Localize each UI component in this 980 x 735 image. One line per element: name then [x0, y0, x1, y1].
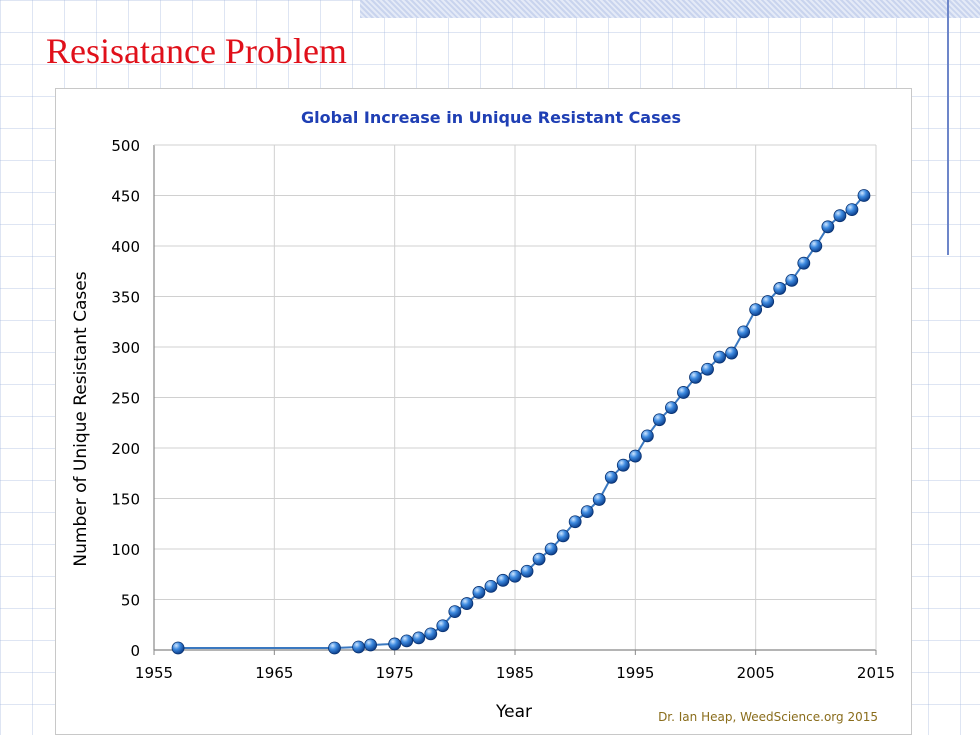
data-point: [568, 515, 582, 529]
y-tick-label: 250: [111, 390, 140, 408]
data-point: [821, 220, 835, 234]
y-axis-title: Number of Unique Resistant Cases: [71, 271, 91, 566]
data-point: [749, 303, 763, 317]
x-tick-label: 2015: [857, 664, 895, 682]
decorative-header-band: [360, 0, 980, 18]
data-point: [460, 597, 474, 610]
source-annotation: Dr. Ian Heap, WeedScience.org 2015: [658, 710, 878, 724]
data-point: [665, 401, 678, 415]
data-point: [677, 386, 690, 399]
data-point: [628, 449, 642, 463]
data-point: [713, 350, 726, 364]
data-point: [532, 552, 546, 566]
data-point: [412, 631, 426, 645]
data-point: [580, 505, 594, 519]
data-point: [737, 325, 751, 339]
data-point: [448, 605, 462, 619]
data-point: [520, 564, 534, 578]
data-point: [400, 634, 414, 648]
data-point: [809, 239, 823, 253]
axes: 0 50 100 150 200 250 300 350 400 450 500 1955 1965 19…: [111, 137, 895, 682]
y-tick-label: 150: [111, 491, 140, 509]
data-point: [556, 529, 570, 543]
data-point: [857, 189, 871, 202]
data-point: [171, 641, 185, 655]
data-point: [388, 637, 402, 651]
data-point: [352, 640, 365, 654]
data-point: [592, 493, 606, 506]
data-point: [436, 619, 450, 633]
data-point: [701, 362, 714, 376]
data-point: [424, 627, 438, 641]
data-point: [472, 586, 486, 599]
data-point: [833, 209, 847, 223]
chart-panel: 0 50 100 150 200 250 300 350 400 450 500 1955 1965 19…: [55, 88, 912, 735]
y-tick-label: 400: [111, 238, 140, 256]
data-point: [496, 573, 510, 587]
data-point: [364, 638, 378, 652]
chart-title: Global Increase in Unique Resistant Case…: [301, 108, 681, 127]
x-tick-label: 1975: [376, 664, 414, 682]
y-tick-label: 50: [121, 592, 140, 610]
data-point: [845, 203, 859, 217]
x-tick-label: 1985: [496, 664, 534, 682]
data-point: [785, 273, 799, 287]
data-point: [773, 282, 787, 295]
x-axis-title: Year: [495, 702, 532, 722]
x-tick-label: 2005: [737, 664, 775, 682]
y-tick-label: 0: [130, 642, 140, 660]
data-point: [797, 256, 811, 270]
data-point: [761, 295, 775, 308]
data-point: [689, 370, 702, 384]
data-point: [640, 429, 654, 443]
data-series: [171, 189, 871, 655]
y-tick-label: 300: [111, 339, 140, 357]
data-point: [653, 413, 666, 427]
x-tick-label: 1955: [135, 664, 173, 682]
data-point: [484, 579, 498, 593]
y-tick-label: 100: [111, 541, 140, 559]
y-tick-label: 200: [111, 440, 140, 458]
data-point: [616, 458, 630, 472]
line-chart: 0 50 100 150 200 250 300 350 400 450 500 1955 1965 19…: [71, 108, 895, 724]
slide-title: Resisatance Problem: [46, 31, 347, 71]
data-point: [604, 470, 618, 484]
x-tick-label: 1965: [255, 664, 293, 682]
y-tick-label: 450: [111, 188, 140, 206]
data-point: [328, 641, 341, 655]
y-tick-label: 500: [111, 137, 140, 155]
series-line: [178, 194, 865, 649]
data-point: [725, 346, 738, 360]
decorative-vertical-line: [947, 0, 949, 255]
data-point: [508, 569, 522, 583]
x-tick-label: 1995: [616, 664, 654, 682]
y-tick-label: 350: [111, 289, 140, 307]
data-point: [544, 542, 558, 556]
